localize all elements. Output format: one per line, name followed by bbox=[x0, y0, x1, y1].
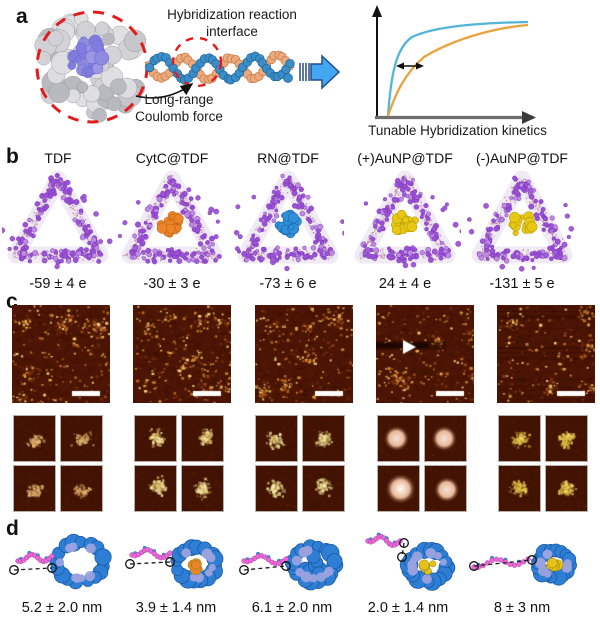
coulomb-force-label: Long-range Coulomb force bbox=[110, 92, 248, 126]
d-column-tdf: 5.2 ± 2.0 nm bbox=[6, 520, 118, 624]
net-charge-value: -30 ± 3 e bbox=[143, 276, 201, 292]
zoom-cell bbox=[13, 415, 56, 462]
distance-value: 6.1 ± 2.0 nm bbox=[251, 600, 333, 616]
chart-curve-fast bbox=[386, 20, 529, 117]
tdf-structure-illustration bbox=[2, 170, 113, 270]
kinetics-axis-label: Tunable Hybridization kinetics bbox=[368, 123, 547, 138]
zoom-cell bbox=[302, 415, 345, 462]
net-charge-value: -59 ± 4 e bbox=[29, 276, 87, 292]
panel-b-label: b bbox=[6, 145, 19, 168]
chart-curve-slow bbox=[386, 23, 529, 117]
neg-aunp-tdf-structure-illustration bbox=[467, 170, 575, 272]
b-column-pos-aunp-tdf: (+)AuNP@TDF 24 ± 4 e bbox=[349, 148, 461, 294]
zoom-cell bbox=[255, 465, 298, 512]
net-charge-value: -73 ± 6 e bbox=[259, 276, 317, 292]
zoom-cell bbox=[13, 465, 56, 512]
structure-name: RN@TDF bbox=[257, 150, 319, 166]
distance-value: 8 ± 3 nm bbox=[493, 600, 551, 616]
d-column-neg-aunp-tdf: 8 ± 3 nm bbox=[466, 520, 578, 624]
distance-value: 2.0 ± 1.4 nm bbox=[367, 600, 449, 616]
pos-aunp-tdf-distance-illustration bbox=[365, 532, 456, 591]
net-charge-value: 24 ± 4 e bbox=[378, 276, 432, 292]
d-column-pos-aunp-tdf: 2.0 ± 1.4 nm bbox=[352, 520, 464, 624]
zoom-cell bbox=[377, 415, 420, 462]
zoom-cell bbox=[498, 415, 541, 462]
tdf-distance-illustration bbox=[9, 533, 112, 590]
zoom-cell bbox=[181, 415, 224, 462]
rn-tdf-structure-illustration bbox=[233, 170, 344, 272]
neg-aunp-tdf-distance-illustration bbox=[469, 543, 577, 586]
hybridization-interface-label-line1: Hybridization reaction bbox=[167, 7, 297, 22]
coulomb-force-label-line1: Long-range bbox=[144, 92, 214, 107]
distance-value: 5.2 ± 2.0 nm bbox=[21, 600, 103, 616]
b-column-cytc-tdf: CytC@TDF -30 ± 3 e bbox=[116, 148, 228, 294]
structure-name: (-)AuNP@TDF bbox=[476, 150, 568, 166]
zoom-cell bbox=[424, 465, 467, 512]
zoom-cell bbox=[424, 415, 467, 462]
zoom-cell bbox=[302, 465, 345, 512]
distance-value: 3.9 ± 1.4 nm bbox=[135, 600, 217, 616]
zoom-cell bbox=[545, 415, 588, 462]
structure-name: TDF bbox=[44, 150, 72, 166]
afm-image-tdf bbox=[12, 305, 110, 403]
afm-image-rn-tdf bbox=[255, 305, 353, 403]
hybridization-interface-label-line2: interface bbox=[206, 23, 258, 39]
panel-a-label: a bbox=[16, 5, 28, 28]
kinetics-chart bbox=[372, 5, 536, 124]
cytc-tdf-distance-illustration bbox=[125, 539, 224, 589]
afm-image-cytc-tdf bbox=[133, 305, 231, 403]
panel-a-illustration bbox=[34, 5, 536, 124]
panel-c-label: c bbox=[6, 290, 18, 313]
structure-name: (+)AuNP@TDF bbox=[357, 150, 453, 166]
rn-tdf-distance-illustration bbox=[239, 539, 344, 591]
b-column-rn-tdf: RN@TDF -73 ± 6 e bbox=[232, 148, 344, 294]
zoom-cell bbox=[134, 415, 177, 462]
net-charge-value: -131 ± 5 e bbox=[489, 276, 555, 292]
zoom-cell bbox=[377, 465, 420, 512]
d-column-cytc-tdf: 3.9 ± 1.4 nm bbox=[120, 520, 232, 624]
coulomb-force-arrow bbox=[135, 83, 194, 99]
zoom-cell bbox=[60, 415, 103, 462]
hybridization-interface-label: Hybridization reaction interface bbox=[148, 7, 316, 41]
b-column-neg-aunp-tdf: (-)AuNP@TDF -131 ± 5 e bbox=[466, 148, 578, 294]
panel-d-label: d bbox=[6, 517, 19, 540]
zoom-cell bbox=[255, 415, 298, 462]
zoom-cell bbox=[181, 465, 224, 512]
cytc-tdf-structure-illustration bbox=[117, 170, 223, 265]
block-arrow-icon bbox=[299, 54, 341, 90]
interface-dashed-circle bbox=[171, 36, 223, 88]
coulomb-force-label-line2: Coulomb force bbox=[135, 108, 223, 124]
structure-name: CytC@TDF bbox=[135, 150, 209, 166]
zoom-cell bbox=[134, 465, 177, 512]
afm-image-neg-aunp-tdf bbox=[497, 305, 595, 403]
zoom-cell bbox=[60, 465, 103, 512]
pos-aunp-tdf-structure-illustration bbox=[354, 170, 461, 269]
zoom-cell bbox=[498, 465, 541, 512]
kinetic-shift-double-arrow bbox=[396, 62, 424, 70]
d-column-rn-tdf: 6.1 ± 2.0 nm bbox=[236, 520, 348, 624]
afm-image-pos-aunp-tdf bbox=[376, 305, 474, 403]
zoom-cell bbox=[545, 465, 588, 512]
b-column-tdf: TDF -59 ± 4 e bbox=[2, 148, 114, 294]
